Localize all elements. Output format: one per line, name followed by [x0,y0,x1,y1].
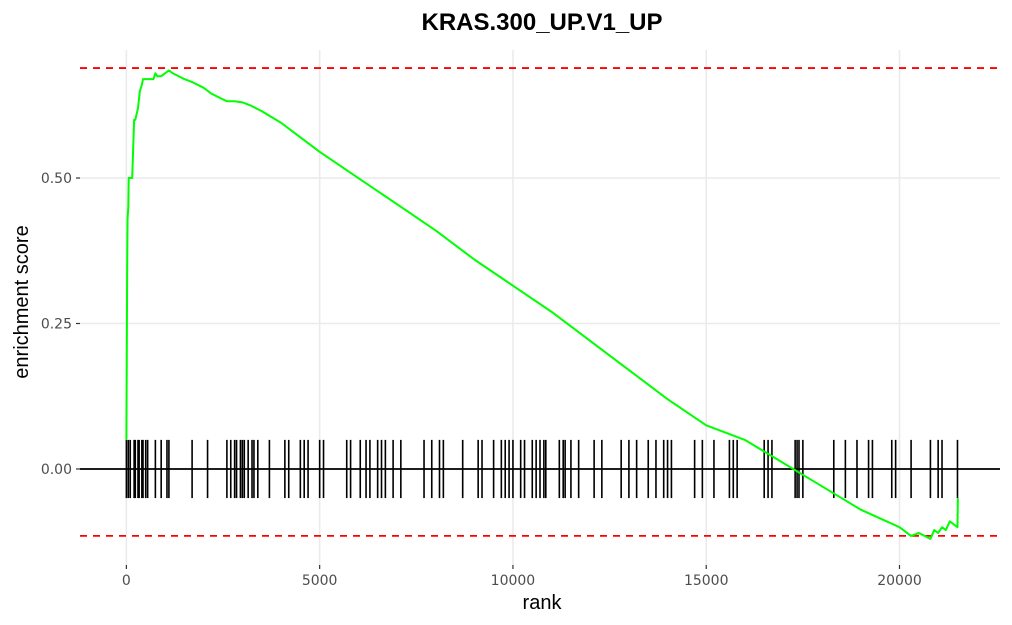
y-tick-label: 0.50 [41,171,72,187]
y-tick-label: 0.25 [41,317,72,333]
x-tick-label: 15000 [684,573,729,589]
x-tick-label: 5000 [302,573,338,589]
y-tick-label: 0.00 [41,462,72,478]
x-tick-label: 10000 [491,573,536,589]
x-tick-label: 20000 [877,573,922,589]
chart-title: KRAS.300_UP.V1_UP [421,9,662,36]
x-tick-label: 0 [122,573,131,589]
y-axis-title: enrichment score [11,225,33,378]
gene-hit-ticks [125,439,959,499]
running-enrichment-curve [125,69,959,540]
tick-labels: 0 5000 10000 15000 20000 0.00 0.25 0.50 [41,171,922,589]
x-axis-title: rank [523,592,563,614]
enrichment-score-line [125,69,959,540]
